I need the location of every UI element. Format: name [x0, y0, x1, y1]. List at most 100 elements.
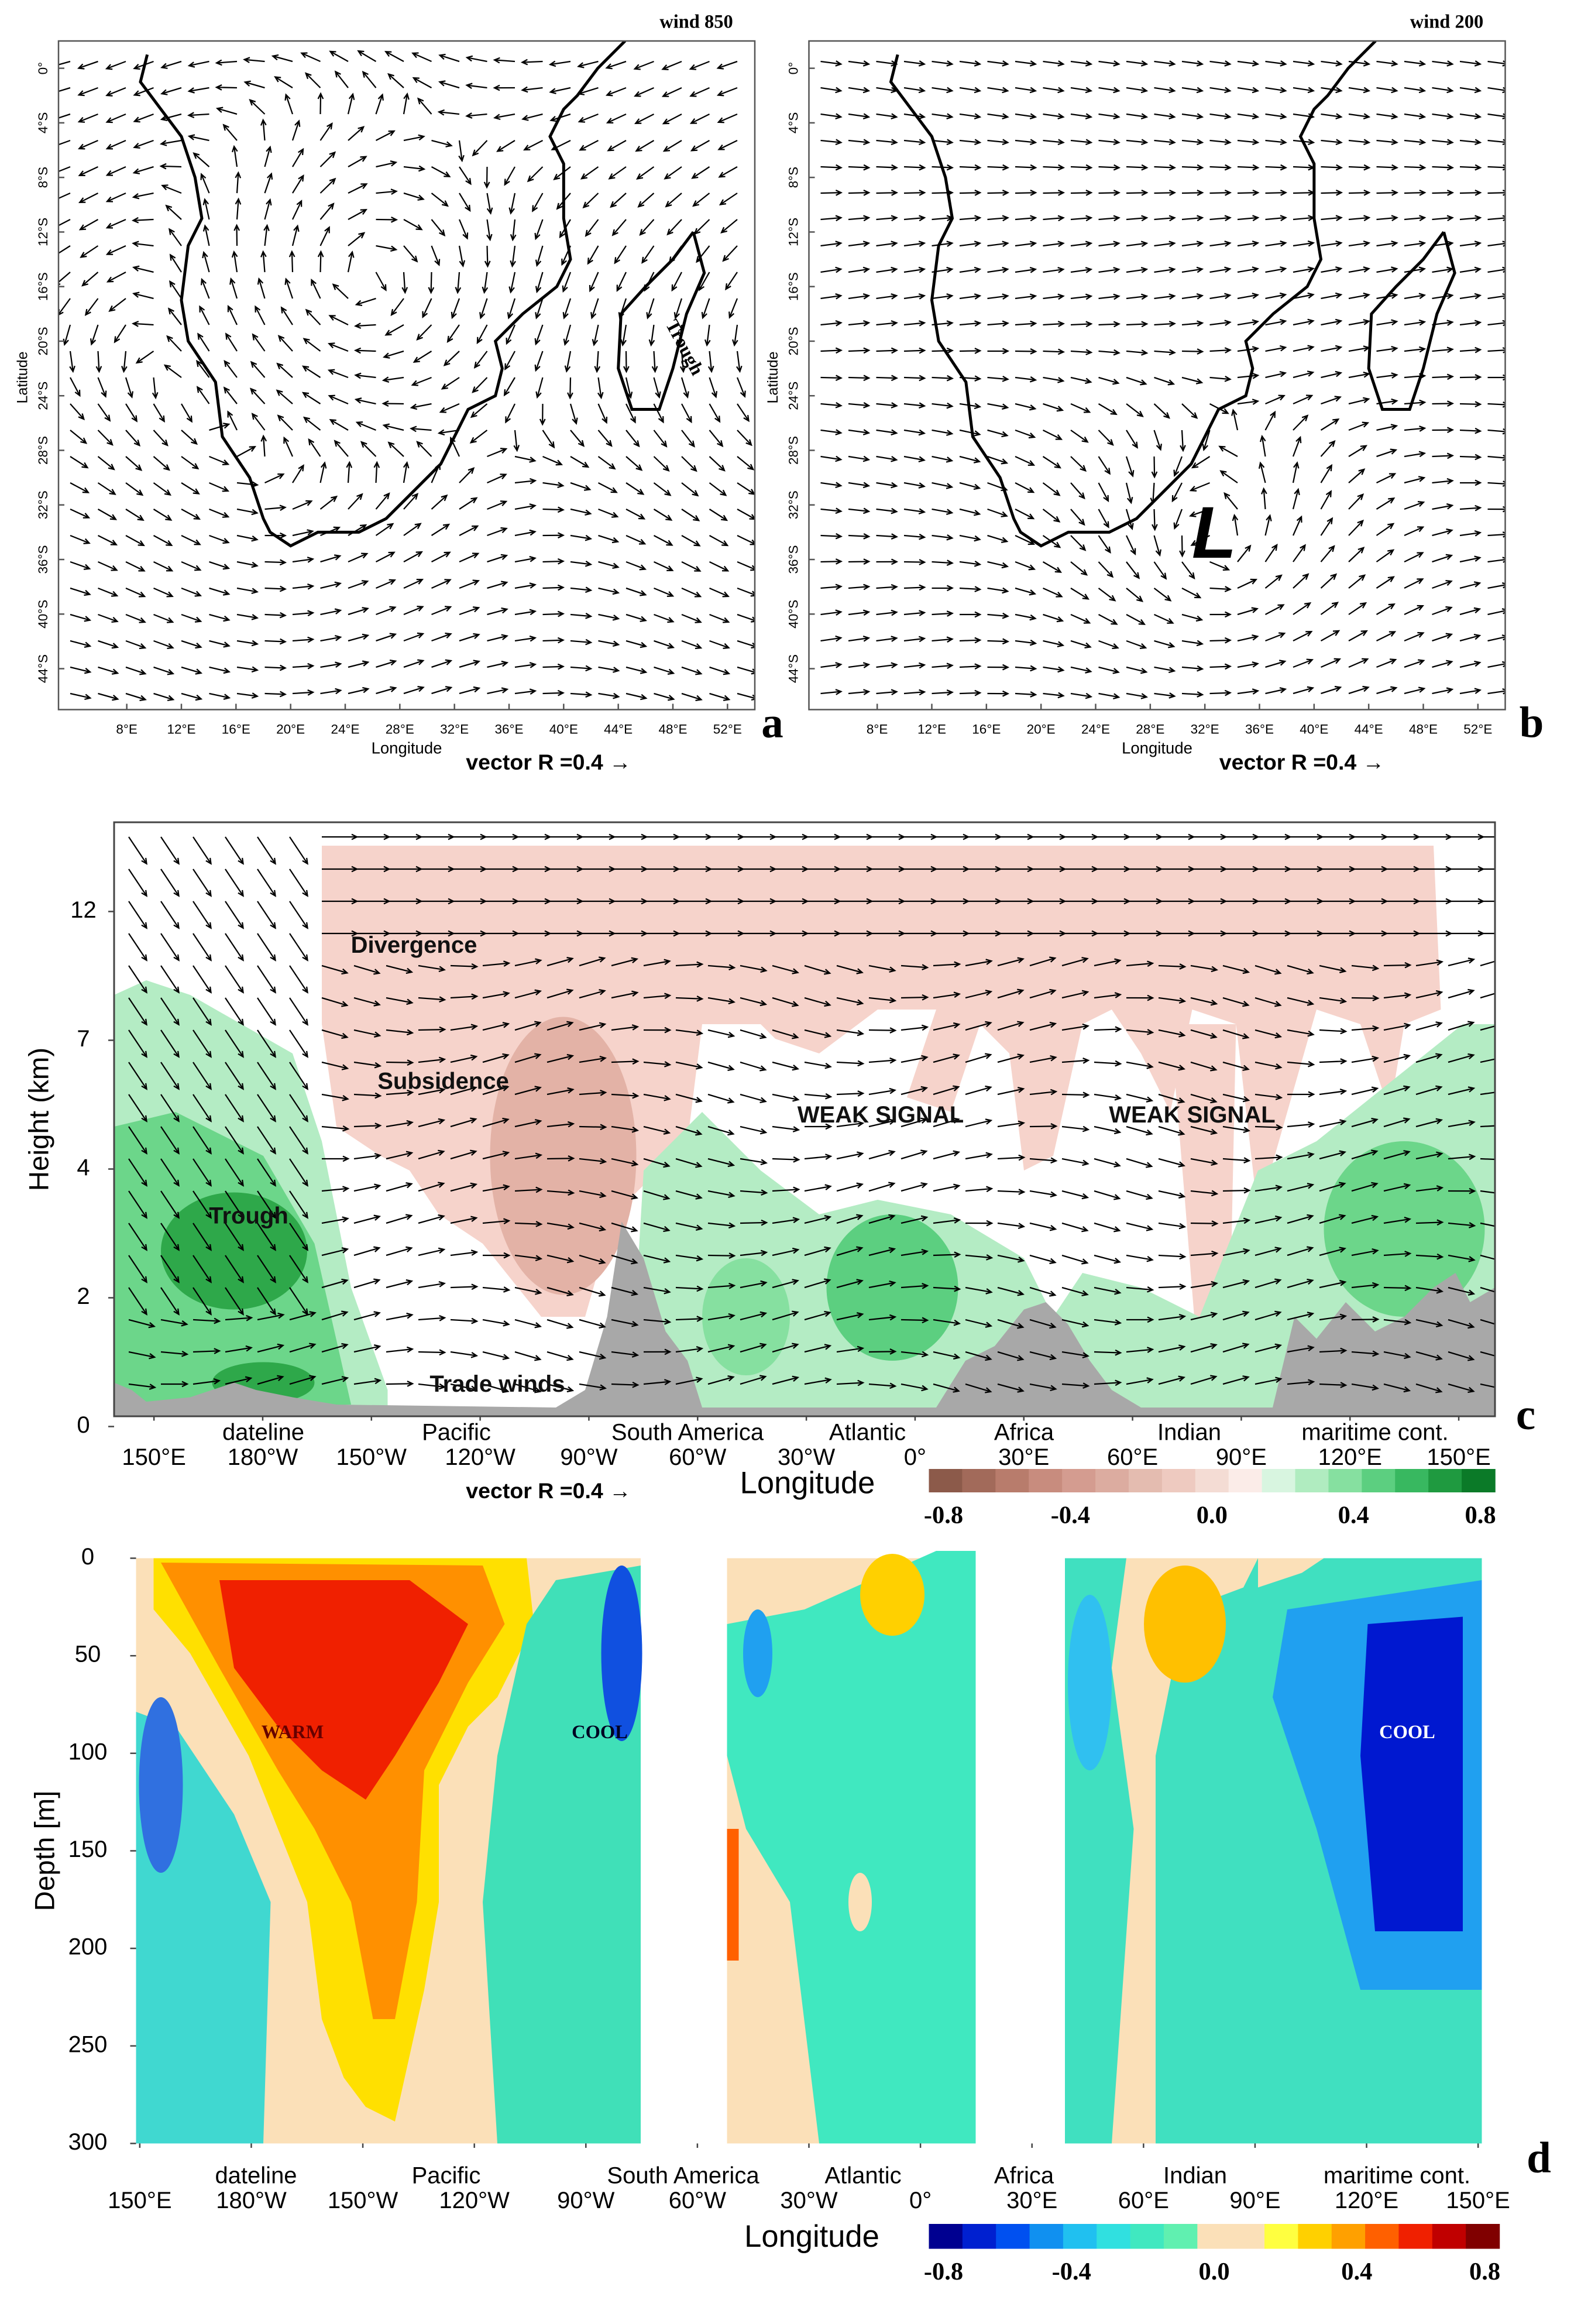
wind-vector — [418, 1349, 446, 1356]
colorbar-swatch — [996, 2224, 1030, 2249]
wind-vector — [225, 1376, 253, 1385]
wind-vector — [1287, 1060, 1315, 1067]
wind-vector — [1265, 215, 1287, 221]
wind-vector — [431, 139, 453, 147]
x-tick-label: 30°W — [778, 1444, 835, 1470]
cool-right — [482, 1566, 641, 2144]
wind-vector — [257, 836, 276, 865]
wind-vector — [579, 1190, 607, 1199]
wind-vector — [209, 613, 231, 622]
wind-vector — [1070, 535, 1087, 551]
wind-vector — [114, 324, 126, 344]
wind-vector — [1126, 241, 1149, 248]
wind-vector — [590, 298, 599, 320]
wind-vector — [1321, 266, 1343, 273]
wind-vector — [128, 1383, 157, 1390]
wind-vector — [431, 579, 452, 589]
wind-vector — [459, 552, 480, 563]
wind-vector — [1432, 189, 1455, 196]
wind-vector — [78, 219, 99, 231]
wind-vector — [707, 964, 736, 971]
wind-vector — [1383, 1150, 1411, 1160]
wind-vector — [317, 92, 324, 115]
region-label: Pacific — [412, 2163, 481, 2189]
wind-vector — [1181, 376, 1204, 385]
wind-vector — [1181, 613, 1204, 622]
wind-vector — [804, 1154, 833, 1160]
wind-vector — [932, 508, 954, 515]
wind-vector — [132, 291, 154, 300]
wind-vector — [1125, 509, 1134, 531]
wind-vector — [160, 1381, 189, 1388]
wind-vector — [1015, 320, 1037, 327]
wind-vector — [876, 402, 898, 408]
wind-vector — [804, 1377, 832, 1385]
wind-vector — [193, 933, 212, 962]
wind-vector — [193, 901, 212, 929]
wind-vector — [487, 687, 509, 695]
wind-vector — [997, 988, 1025, 999]
wind-vector — [353, 1122, 382, 1129]
wind-vector — [1098, 87, 1121, 94]
wind-vector — [570, 691, 593, 698]
wind-vector — [582, 193, 599, 209]
wind-vector — [1459, 454, 1482, 461]
wind-vector — [932, 429, 954, 436]
wind-vector — [514, 455, 537, 463]
wind-vector — [959, 689, 982, 696]
wind-vector — [707, 997, 735, 1005]
y-tick-label: 8°S — [36, 167, 50, 188]
wind-vector — [987, 612, 1009, 619]
wind-vector — [181, 666, 203, 675]
wind-vector — [903, 533, 926, 540]
wind-vector — [292, 662, 315, 670]
wind-vector — [1029, 1254, 1057, 1265]
wind-vector — [1223, 492, 1238, 510]
wind-vector — [243, 57, 265, 63]
wind-vector — [1255, 1376, 1283, 1385]
wind-vector — [772, 997, 799, 1007]
wind-vector — [1321, 345, 1343, 352]
y-tick-label: 24°S — [36, 382, 50, 410]
wind-vector — [264, 559, 287, 566]
wind-vector — [868, 1118, 896, 1128]
wind-vector — [450, 1117, 477, 1128]
wind-vector — [303, 416, 321, 431]
wind-vector — [487, 634, 509, 642]
wind-vector — [1190, 1190, 1219, 1197]
x-tick-label: 36°E — [1245, 722, 1274, 736]
wind-vector — [1015, 164, 1037, 171]
wind-vector — [476, 324, 488, 345]
wind-vector — [1287, 1312, 1315, 1321]
wind-vector — [564, 351, 572, 373]
wind-vector — [570, 586, 593, 593]
wind-vector — [804, 1093, 833, 1100]
wind-vector — [187, 60, 209, 68]
wind-vector — [611, 1058, 640, 1065]
x-tick-label: 40°E — [1300, 722, 1328, 736]
colorbar-swatch — [1398, 2224, 1433, 2249]
wind-vector — [1459, 113, 1482, 119]
wind-vector — [1376, 139, 1398, 145]
wind-vector — [932, 375, 954, 382]
wind-vector — [1070, 561, 1088, 576]
wind-vector — [625, 482, 645, 495]
wind-vector — [70, 640, 92, 648]
wind-vector — [732, 324, 738, 347]
wind-vector — [1264, 514, 1272, 536]
y-tick-label: 40°S — [36, 600, 50, 629]
wind-vector — [1404, 189, 1427, 196]
wind-vector — [1293, 292, 1315, 300]
wind-vector — [413, 351, 432, 363]
wind-vector — [709, 587, 730, 598]
wind-vector — [289, 1190, 308, 1219]
wind-vector — [592, 324, 599, 346]
wind-vector — [901, 1117, 928, 1128]
wind-vector — [965, 833, 1002, 840]
wind-vector — [1209, 611, 1232, 618]
wind-vector — [410, 403, 432, 410]
wind-vector — [125, 430, 141, 447]
wind-vector — [128, 1062, 147, 1090]
wind-vector — [848, 320, 871, 327]
wind-vector — [128, 965, 147, 994]
